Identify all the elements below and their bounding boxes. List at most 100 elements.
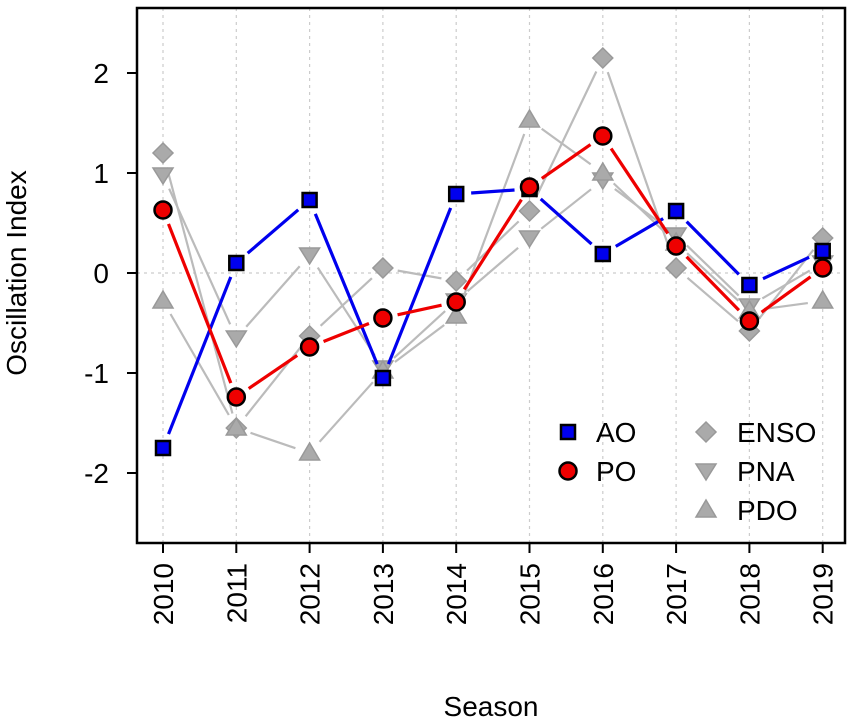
series-line-ao	[386, 207, 453, 365]
series-line-pna	[393, 310, 446, 359]
legend-item-pna: PNA	[694, 456, 795, 487]
legend-label-enso: ENSO	[737, 417, 816, 448]
series-line-pdo	[764, 301, 808, 311]
x-tick-label: 2019	[808, 563, 839, 625]
data-point-pna	[151, 167, 175, 186]
series-line-po	[685, 255, 741, 312]
data-point-po	[446, 292, 466, 312]
series-line-ao	[762, 255, 810, 281]
data-point-ao	[447, 185, 465, 203]
series-line-po	[247, 354, 299, 390]
series-line-pdo	[541, 127, 592, 166]
legend-item-ao: AO	[559, 417, 636, 448]
data-point-enso	[518, 199, 541, 223]
data-point-ao	[594, 245, 612, 263]
data-point-pdo	[811, 289, 835, 309]
data-point-ao	[228, 254, 245, 272]
series-line-enso	[397, 269, 442, 280]
x-tick-label: 2018	[734, 563, 765, 625]
y-axis-label: Oscillation Index	[1, 170, 32, 375]
series-pdo	[151, 108, 835, 461]
data-point-enso	[445, 269, 468, 293]
legend-marker-enso	[694, 420, 718, 444]
y-tick-label: 1	[93, 158, 109, 189]
legend: AO PO ENSO PNA PDO	[558, 417, 816, 526]
series-line-pna	[245, 265, 301, 328]
series-line-pna	[686, 244, 740, 297]
x-tick-label: 2011	[221, 563, 252, 623]
series-line-pdo	[460, 133, 526, 303]
series-line-pna	[761, 269, 811, 300]
data-point-pna	[518, 230, 541, 249]
x-tick-label: 2010	[148, 563, 179, 625]
data-point-pdo	[151, 289, 175, 309]
plot-frame	[135, 6, 847, 545]
series-line-po	[462, 198, 523, 291]
data-point-enso	[151, 141, 175, 165]
data-point-pdo	[298, 441, 321, 461]
legend-item-enso: ENSO	[694, 417, 816, 448]
legend-marker-pdo	[694, 498, 718, 518]
series-line-pna	[466, 246, 519, 293]
series-line-pna	[316, 266, 376, 357]
legend-item-pdo: PDO	[694, 495, 798, 526]
y-tick-label: -2	[84, 458, 109, 489]
series-layer	[151, 46, 835, 461]
x-tick-label: 2012	[295, 563, 326, 625]
series-line-po	[609, 147, 670, 235]
series-pna	[151, 167, 835, 379]
data-point-po	[373, 308, 393, 328]
legend-item-po: PO	[558, 456, 636, 487]
series-line-po	[540, 143, 592, 180]
legend-marker-ao	[559, 423, 577, 441]
data-point-enso	[371, 256, 394, 280]
data-point-pdo	[444, 304, 468, 324]
legend-marker-po	[558, 461, 578, 481]
data-point-po	[812, 258, 833, 278]
data-point-po	[666, 236, 686, 256]
series-line-po	[166, 223, 233, 384]
series-line-enso	[319, 277, 373, 327]
axes: -2 -1 0 1 2 2010 2011 2012 2013 2014 2015 2016 2017 2…	[84, 58, 839, 625]
series-line-ao	[539, 197, 593, 246]
data-point-po	[226, 387, 247, 407]
data-point-ao	[667, 202, 685, 220]
data-point-pdo	[224, 416, 248, 436]
data-point-po	[299, 337, 320, 357]
series-line-pdo	[250, 431, 296, 450]
series-line-po	[397, 303, 442, 317]
series-line-pdo	[612, 182, 667, 234]
y-tick-label: -1	[84, 358, 109, 389]
x-tick-label: 2015	[515, 563, 546, 625]
series-line-po	[760, 275, 812, 314]
data-point-ao	[154, 439, 172, 457]
y-tick-label: 0	[93, 258, 109, 289]
series-line-pdo	[394, 324, 445, 363]
series-line-pna	[540, 188, 592, 230]
data-point-po	[153, 200, 173, 220]
data-point-ao	[374, 369, 392, 387]
series-line-ao	[685, 220, 740, 276]
data-point-pdo	[518, 108, 541, 128]
series-line-enso	[534, 71, 598, 198]
data-point-pna	[224, 330, 248, 349]
data-point-ao	[741, 276, 758, 294]
series-line-pdo	[686, 252, 740, 302]
x-axis-label: Season	[444, 691, 539, 721]
series-ao	[154, 180, 831, 457]
series-line-enso	[686, 276, 739, 323]
data-point-ao	[814, 242, 831, 260]
legend-label-po: PO	[596, 456, 636, 487]
x-tick-label: 2013	[368, 563, 399, 625]
x-tick-label: 2016	[588, 563, 619, 625]
x-tick-label: 2014	[441, 563, 472, 625]
legend-label-pdo: PDO	[737, 495, 798, 526]
series-line-ao	[167, 276, 233, 435]
legend-label-ao: AO	[596, 417, 636, 448]
data-point-ao	[301, 191, 318, 209]
legend-label-pna: PNA	[737, 456, 795, 487]
series-po	[153, 126, 833, 407]
data-point-enso	[665, 256, 688, 280]
series-line-pdo	[318, 381, 374, 443]
